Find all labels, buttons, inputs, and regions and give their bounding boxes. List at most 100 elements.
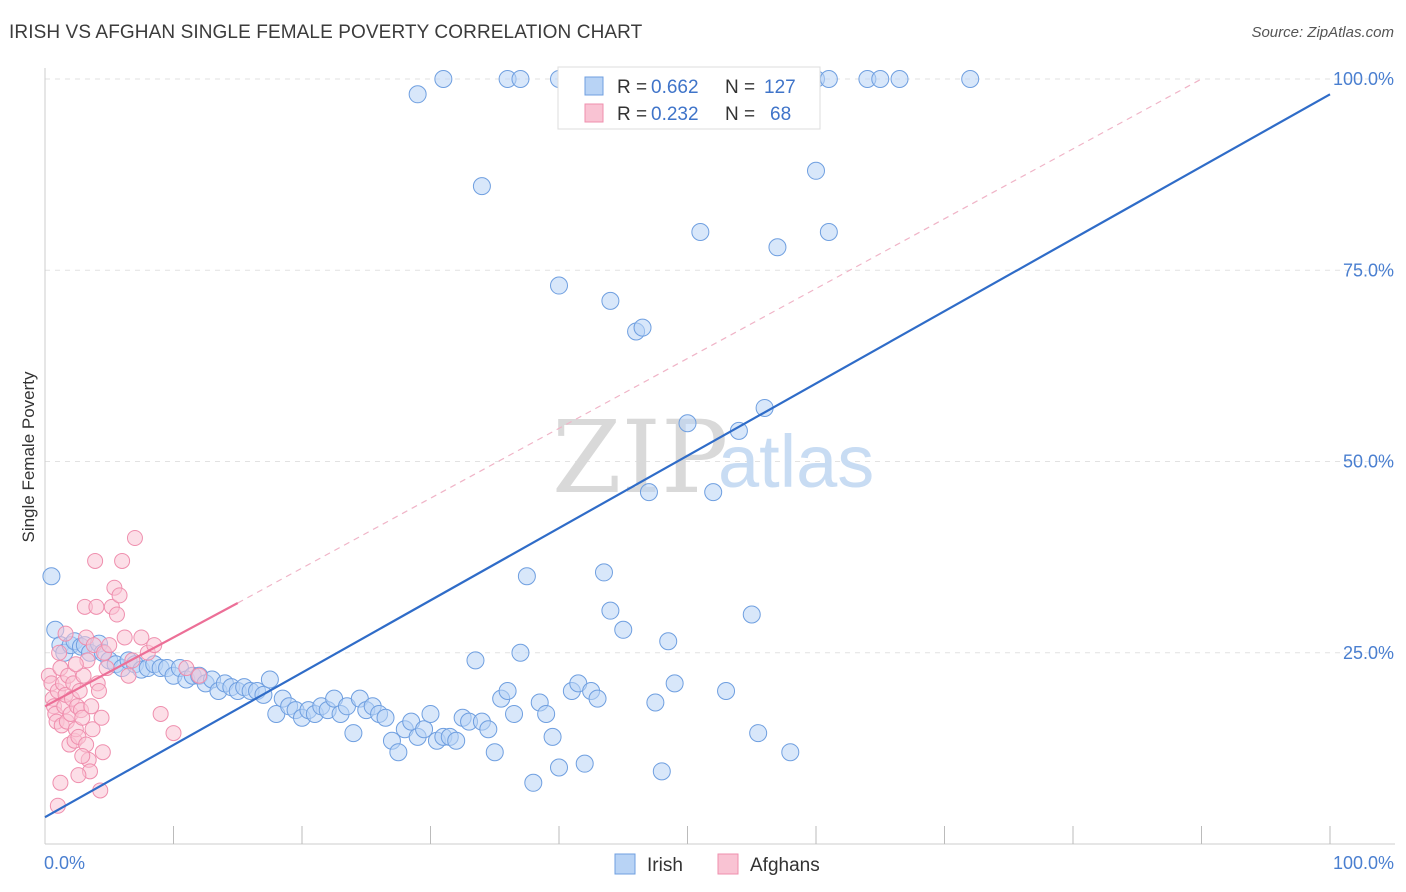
irish-point-92 xyxy=(646,693,665,712)
irish-point-101 xyxy=(742,605,761,624)
afghan-point-35 xyxy=(87,552,104,569)
irish-point-113 xyxy=(511,70,530,88)
irish-point-54 xyxy=(376,708,395,727)
irish-point-65 xyxy=(447,731,466,750)
source-label: Source: ZipAtlas.com xyxy=(1251,24,1394,41)
watermark: ZIP atlas xyxy=(552,399,874,516)
irish-point-102 xyxy=(749,724,768,743)
irish-point-97 xyxy=(691,223,710,241)
legend-irish-r-label: R = xyxy=(617,77,647,98)
irish-point-95 xyxy=(665,674,684,693)
y-tick-label-3: 100.0% xyxy=(1333,69,1394,89)
irish-point-110 xyxy=(601,291,620,310)
legend-swatch-afghans xyxy=(584,103,604,123)
afghan-point-41 xyxy=(94,744,111,761)
irish-point-104 xyxy=(768,238,787,257)
afghan-point-62 xyxy=(52,774,69,791)
legend-afghans-r-label: R = xyxy=(617,104,647,125)
y-tick-label-2: 75.0% xyxy=(1343,260,1394,280)
irish-point-87 xyxy=(594,563,613,582)
irish-point-126 xyxy=(434,70,453,88)
irish-point-49 xyxy=(344,724,363,743)
irish-point-74 xyxy=(505,704,524,723)
afghan-point-65 xyxy=(67,656,84,673)
irish-point-108 xyxy=(472,177,491,196)
afghan-point-67 xyxy=(74,748,91,765)
chart-title: IRISH VS AFGHAN SINGLE FEMALE POVERTY CO… xyxy=(9,22,643,43)
reference-diagonal-line xyxy=(237,78,1202,604)
series-afghans-points xyxy=(40,530,208,814)
irish-point-93 xyxy=(652,762,671,781)
afghan-point-63 xyxy=(70,767,87,784)
legend-bottom-swatch-irish xyxy=(614,853,636,875)
afghan-point-50 xyxy=(116,629,133,646)
grid-lines xyxy=(45,78,1395,654)
afghan-point-54 xyxy=(133,629,150,646)
y-tick-label-1: 50.0% xyxy=(1343,452,1394,472)
irish-point-106 xyxy=(807,161,825,180)
afghan-point-59 xyxy=(178,660,195,677)
afghan-point-36 xyxy=(88,598,105,615)
trend-line-irish xyxy=(44,93,1331,819)
afghan-point-47 xyxy=(108,606,125,623)
irish-point-77 xyxy=(524,773,543,792)
trend-line-afghans xyxy=(44,602,239,708)
irish-point-71 xyxy=(485,743,504,762)
irish-point-56 xyxy=(389,743,408,762)
irish-point-98 xyxy=(704,483,723,502)
afghan-point-48 xyxy=(111,587,128,604)
irish-point-94 xyxy=(659,632,678,651)
irish-point-89 xyxy=(614,620,633,639)
irish-point-81 xyxy=(550,758,568,777)
irish-point-60 xyxy=(415,720,434,739)
legend-irish-n-value: 127 xyxy=(764,77,796,98)
irish-point-86 xyxy=(588,689,607,708)
irish-point-121 xyxy=(819,70,838,88)
afghan-point-40 xyxy=(93,709,110,726)
x-tick-label-min: 0.0% xyxy=(44,853,85,873)
legend-bottom: Irish Afghans xyxy=(614,853,820,876)
irish-point-99 xyxy=(717,682,736,700)
y-tick-labels: 25.0% 50.0% 75.0% 100.0% xyxy=(1333,69,1394,663)
legend-bottom-swatch-afghans xyxy=(717,853,739,875)
afghan-point-32 xyxy=(83,698,100,715)
afghan-point-26 xyxy=(75,667,92,684)
watermark-zip: ZIP xyxy=(552,399,728,516)
afghan-point-44 xyxy=(101,637,118,654)
legend-afghans-n-value: 68 xyxy=(770,104,791,125)
irish-point-75 xyxy=(511,643,530,662)
afghan-point-25 xyxy=(74,709,91,726)
irish-point-68 xyxy=(466,651,485,670)
irish-point-107 xyxy=(819,223,838,241)
legend-afghans-r-value: 0.232 xyxy=(651,104,699,125)
irish-point-76 xyxy=(517,567,536,586)
irish-point-109 xyxy=(550,276,568,295)
afghan-point-57 xyxy=(152,705,169,722)
afghan-point-60 xyxy=(191,667,208,684)
irish-point-125 xyxy=(961,70,980,88)
legend-afghans-n-label: N = xyxy=(725,104,755,125)
irish-point-36 xyxy=(260,670,279,689)
irish-point-127 xyxy=(408,85,427,104)
x-tick-labels: 0.0% 100.0% xyxy=(44,853,1394,873)
afghan-point-38 xyxy=(90,683,107,699)
afghan-point-33 xyxy=(84,721,101,738)
irish-point-111 xyxy=(633,318,652,337)
irish-point-70 xyxy=(479,720,498,739)
afghan-point-58 xyxy=(165,725,182,742)
afghan-point-53 xyxy=(126,530,143,546)
irish-point-88 xyxy=(601,601,620,620)
irish-point-73 xyxy=(498,682,517,700)
irish-point-80 xyxy=(543,727,562,746)
trend-lines xyxy=(44,93,1331,819)
irish-point-123 xyxy=(871,70,890,88)
irish-point-124 xyxy=(890,70,909,88)
legend-bottom-label-afghans: Afghans xyxy=(750,855,820,876)
afghan-point-51 xyxy=(120,667,137,684)
irish-point-91 xyxy=(639,483,658,502)
legend-bottom-label-irish: Irish xyxy=(647,855,683,876)
y-tick-label-0: 25.0% xyxy=(1343,643,1394,663)
reference-diagonal xyxy=(237,78,1202,604)
x-tick-label-max: 100.0% xyxy=(1333,853,1394,873)
